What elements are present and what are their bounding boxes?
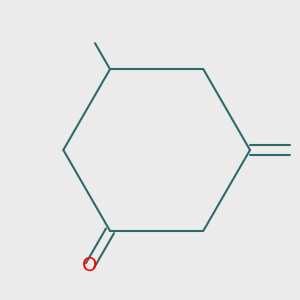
Text: O: O	[82, 256, 98, 275]
